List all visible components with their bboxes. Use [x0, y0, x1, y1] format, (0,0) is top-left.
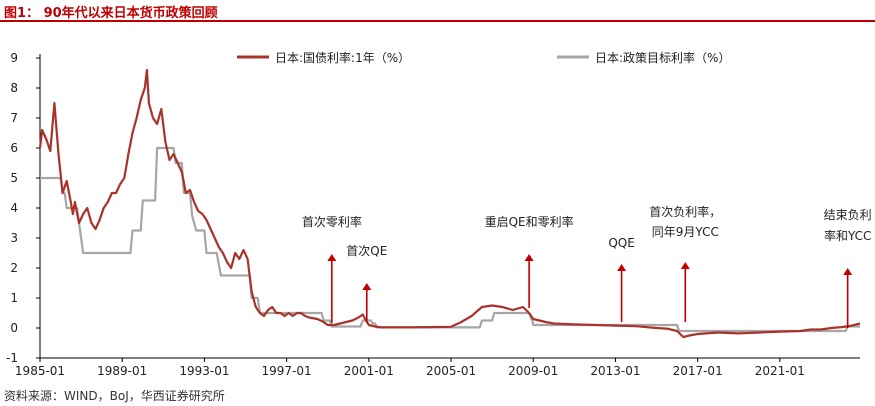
annotation-label: 重启QE和零利率: [485, 214, 574, 229]
annotation-arrow-head: [680, 262, 690, 269]
legend-label-jgb: 日本:国债利率:1年（%）: [275, 50, 410, 65]
x-tick-label: 2009-01: [508, 364, 558, 378]
legend-label-policy: 日本:政策目标利率（%）: [595, 50, 730, 65]
series-line-policy-rate: [40, 146, 860, 333]
title-rule: [0, 20, 875, 22]
y-tick-label: 6: [10, 141, 18, 155]
y-tick-label: 8: [10, 81, 18, 95]
annotation-label: 同年9月YCC: [652, 225, 719, 239]
x-tick-label: 1993-01: [179, 364, 229, 378]
x-tick-label: 2005-01: [426, 364, 476, 378]
y-tick-label: 5: [10, 171, 18, 185]
y-tick-label: 2: [10, 261, 18, 275]
annotation-label: 首次QE: [346, 244, 387, 258]
x-tick-label: 2001-01: [344, 364, 394, 378]
annotation-arrow-head: [362, 283, 372, 290]
y-tick-label: 0: [10, 321, 18, 335]
x-tick-label: 1997-01: [262, 364, 312, 378]
annotation-arrow-head: [524, 254, 534, 261]
annotation-label: 首次零利率: [302, 214, 362, 229]
annotation-label: 首次负利率，: [649, 204, 721, 219]
figure-title: 图1： 90年代以来日本货币政策回顾: [4, 6, 218, 21]
x-tick-label: 2013-01: [590, 364, 640, 378]
chart-legend: 日本:国债利率:1年（%） 日本:政策目标利率（%）: [237, 50, 730, 65]
y-tick-label: 4: [10, 201, 18, 215]
x-tick-label: 2017-01: [673, 364, 723, 378]
y-tick-label: 9: [10, 51, 18, 65]
annotation-label: 结束负利: [824, 208, 872, 222]
y-tick-label: 3: [10, 231, 18, 245]
y-tick-label: 1: [10, 291, 18, 305]
chart-series: [38, 68, 861, 339]
x-tick-label: 1985-01: [15, 364, 65, 378]
annotation-arrow-head: [617, 264, 627, 271]
series-line-jgb-1y: [38, 68, 861, 339]
chart-axes: -1 0 1 2 3 4 5 6 7 8 9 1985-01 1989-01 1993-01 1997-01…: [6, 51, 860, 378]
annotation-label: 率和YCC: [824, 228, 871, 243]
annotation-arrow-head: [327, 254, 337, 261]
y-tick-label: -1: [6, 351, 18, 365]
x-tick-label: 2021-01: [755, 364, 805, 378]
annotation-arrow-head: [843, 268, 853, 275]
y-tick-label: 7: [10, 111, 18, 125]
annotation-label: QQE: [608, 236, 634, 250]
source-note: 资料来源：WIND，BoJ，华西证券研究所: [4, 389, 225, 403]
x-tick-label: 1989-01: [97, 364, 147, 378]
